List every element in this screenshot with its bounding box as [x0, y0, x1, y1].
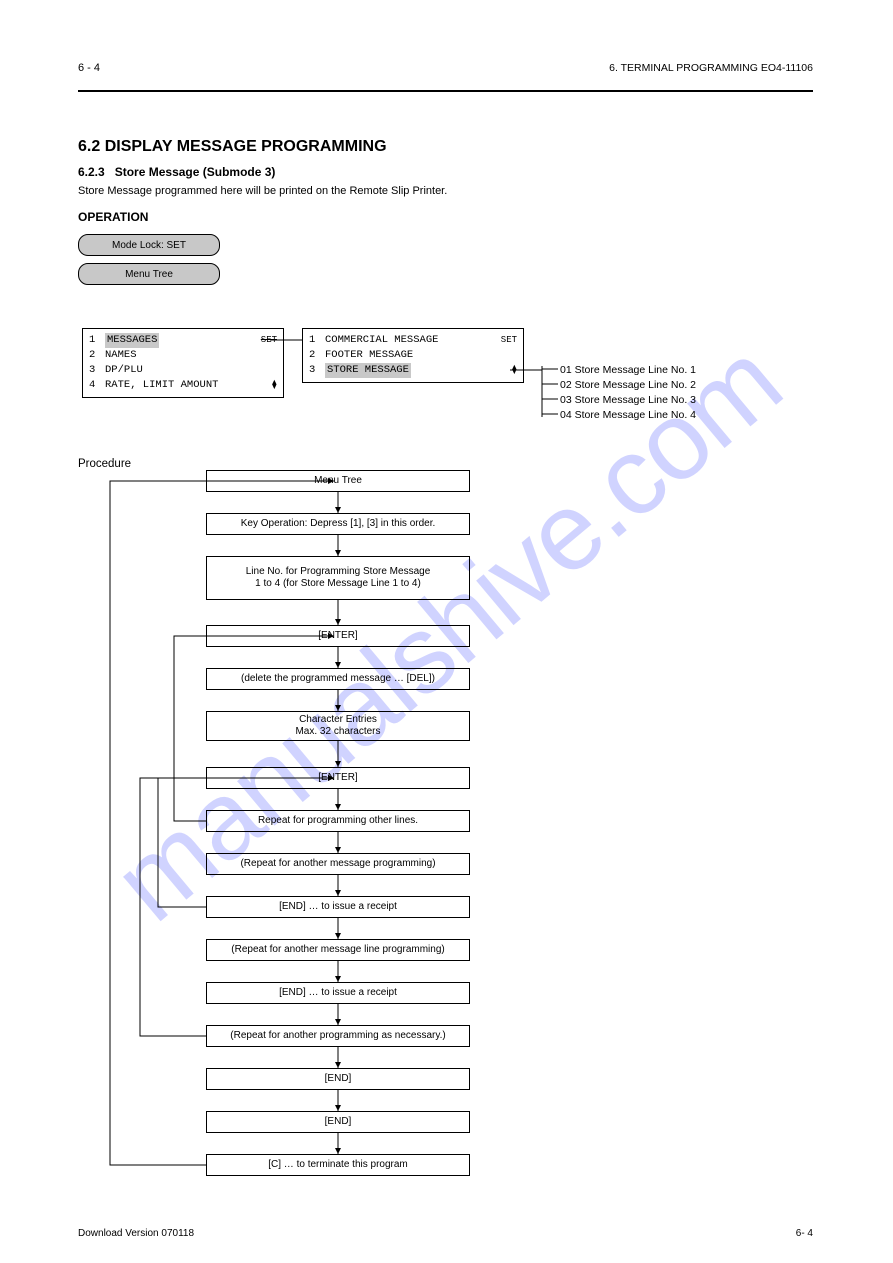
- flow-step: [C] … to terminate this program: [206, 1154, 470, 1176]
- flow-step: Line No. for Programming Store Message 1…: [206, 556, 470, 600]
- list-item: 01 Store Message Line No. 1: [560, 363, 696, 378]
- flow-step: (delete the programmed message … [DEL]): [206, 668, 470, 690]
- subsection-number: 6.2.3: [78, 165, 105, 179]
- list-item: 04 Store Message Line No. 4: [560, 408, 696, 423]
- header-rule: [78, 90, 813, 92]
- menu-item[interactable]: 2FOOTER MESSAGE: [309, 348, 517, 363]
- operation-heading: OPERATION: [78, 210, 148, 224]
- menu-tree-pill: Menu Tree: [78, 263, 220, 285]
- flow-step: (Repeat for another programming as neces…: [206, 1025, 470, 1047]
- header-title: 6. TERMINAL PROGRAMMING EO4-11106: [360, 62, 813, 74]
- section-heading: 6.2 DISPLAY MESSAGE PROGRAMMING: [78, 138, 387, 156]
- flow-step: [END] … to issue a receipt: [206, 982, 470, 1004]
- footer-left: Download Version 070118: [78, 1228, 194, 1239]
- menu-item[interactable]: 3DP/PLU: [89, 363, 277, 378]
- footer-right: 6- 4: [796, 1228, 813, 1239]
- menu-tag: SET: [501, 333, 517, 348]
- menu-item[interactable]: 2NAMES: [89, 348, 277, 363]
- menu-box-messages: SET 1COMMERCIAL MESSAGE2FOOTER MESSAGE3S…: [302, 328, 524, 383]
- flow-step: Key Operation: Depress [1], [3] in this …: [206, 513, 470, 535]
- list-item: 02 Store Message Line No. 2: [560, 378, 696, 393]
- menu-tag: SET: [261, 333, 277, 348]
- flow-step: [ENTER]: [206, 625, 470, 647]
- flow-step: Repeat for programming other lines.: [206, 810, 470, 832]
- flow-step: Menu Tree: [206, 470, 470, 492]
- store-message-list: 01 Store Message Line No. 102 Store Mess…: [560, 363, 696, 423]
- menu-item[interactable]: 1MESSAGES: [89, 333, 277, 348]
- list-item: 03 Store Message Line No. 3: [560, 393, 696, 408]
- mode-lock-pill: Mode Lock: SET: [78, 234, 220, 256]
- flow-step: [END] … to issue a receipt: [206, 896, 470, 918]
- menu-item[interactable]: 1COMMERCIAL MESSAGE: [309, 333, 517, 348]
- flow-step: Character Entries Max. 32 characters: [206, 711, 470, 741]
- subsection-heading: 6.2.3 Store Message (Submode 3): [78, 165, 275, 179]
- scroll-icon: ⧫: [512, 363, 517, 378]
- subsection-title: Store Message (Submode 3): [115, 165, 276, 179]
- flow-step: (Repeat for another message line program…: [206, 939, 470, 961]
- procedure-label: Procedure: [78, 458, 131, 470]
- flow-step: [END]: [206, 1068, 470, 1090]
- menu-box-main: SET 1MESSAGES2NAMES3DP/PLU4RATE, LIMIT A…: [82, 328, 284, 398]
- flow-step: [ENTER]: [206, 767, 470, 789]
- flow-step: (Repeat for another message programming): [206, 853, 470, 875]
- menu-item[interactable]: 3STORE MESSAGE: [309, 363, 517, 378]
- flow-step: [END]: [206, 1111, 470, 1133]
- scroll-icon: ⧫: [272, 378, 277, 393]
- subsection-intro: Store Message programmed here will be pr…: [78, 184, 447, 199]
- page-number: 6 - 4: [78, 62, 100, 74]
- menu-item[interactable]: 4RATE, LIMIT AMOUNT: [89, 378, 277, 393]
